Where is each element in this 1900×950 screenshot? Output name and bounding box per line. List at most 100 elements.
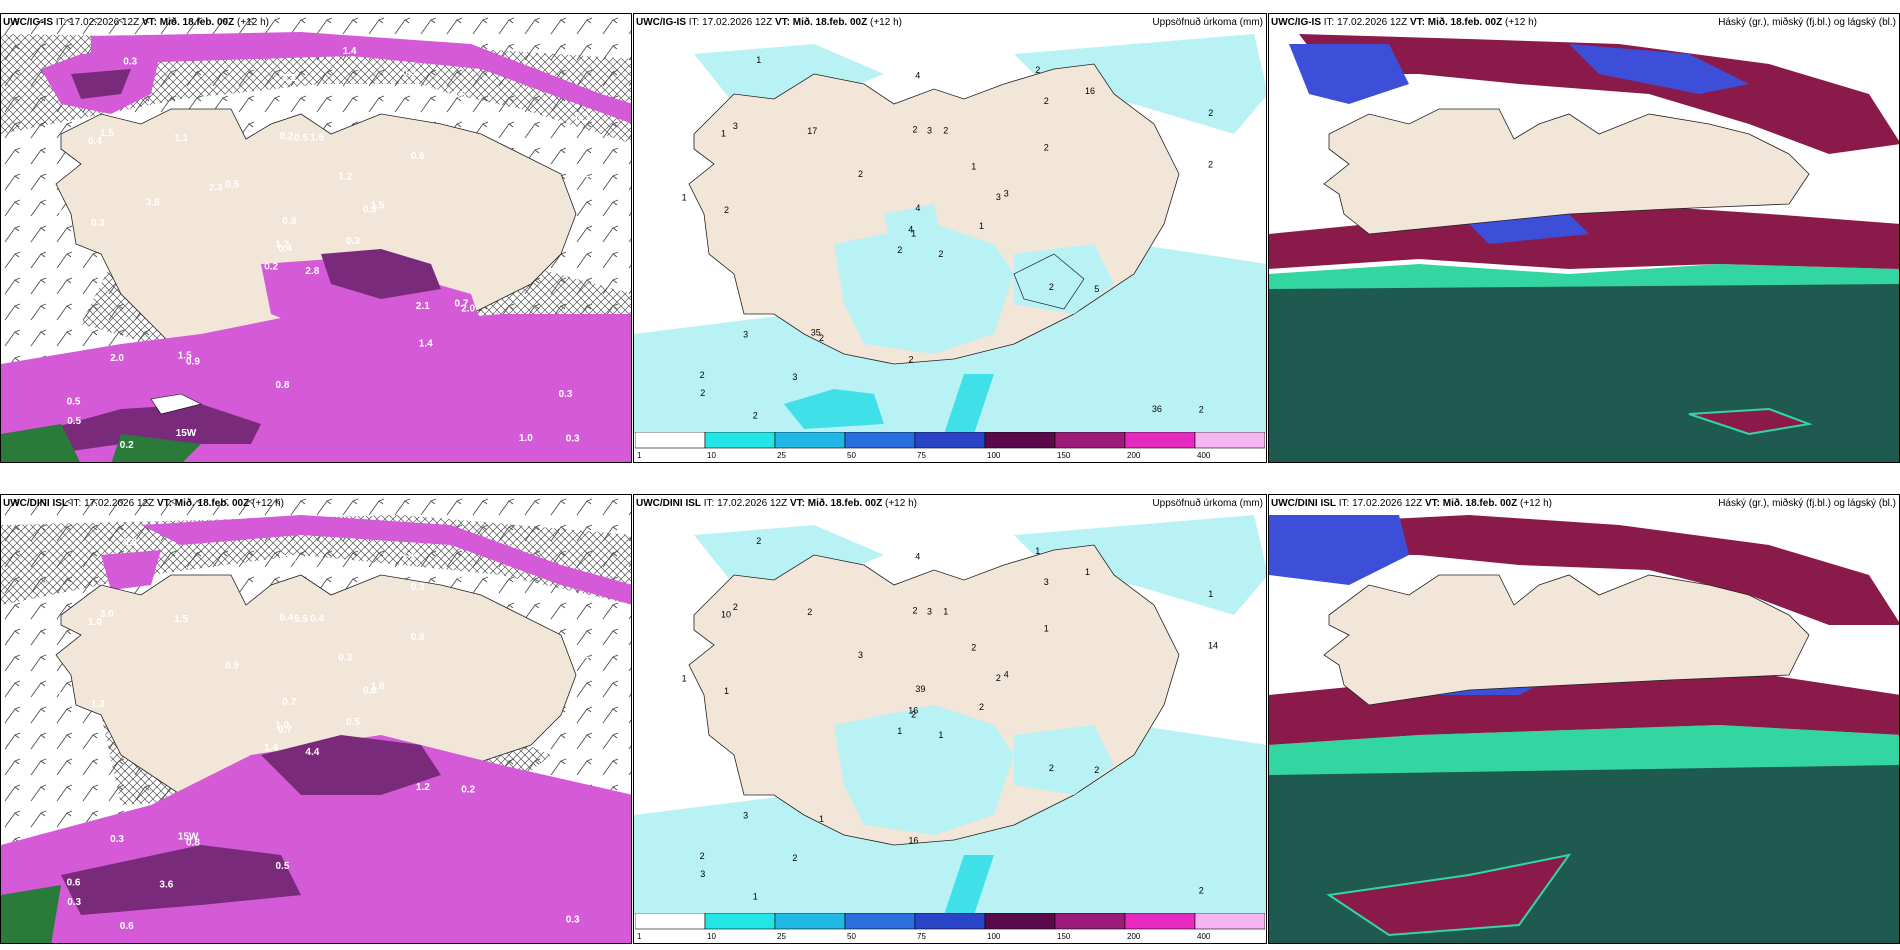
map-value-label: 2 [1044,96,1049,106]
map-value-label: 15W [176,428,197,439]
map-value-label: 16 [1085,86,1095,96]
map-value-label: 3 [1004,189,1009,199]
map-value-label: 0.8 [186,837,200,848]
legend-swatch [774,432,846,449]
map-panel-clouds-igis: UWC/IG-IS IT: 17.02.2026 12Z VT: Mið. 18… [1268,13,1900,463]
map-value-label: 0.4 [278,244,292,255]
panel-title: UWC/IG-IS IT: 17.02.2026 12Z VT: Mið. 18… [636,17,902,28]
precip-legend: 1 10 25 50 75 100 150 200 400 [635,432,1265,460]
map-value-label: 1.6 [310,132,324,143]
map-value-label: 0.7 [278,725,292,736]
map-value-label: 1.5 [178,350,192,361]
map-value-label: 1.4 [575,595,589,606]
map-canvas [1269,515,1899,943]
panel-title: UWC/DINI ISL IT: 17.02.2026 12Z VT: Mið.… [1271,498,1552,509]
map-canvas: 1102221113222111112233323422412141616392… [634,515,1266,915]
map-value-label: 1.3 [91,699,105,710]
map-value-label: 0.6 [411,151,425,162]
map-value-label: 0.3 [123,538,137,549]
legend-swatch [844,913,916,930]
map-value-label: 3 [733,121,738,131]
legend-swatch [1194,432,1265,449]
legend-tick-label: 75 [917,932,926,941]
map-value-label: 3.2 [282,73,296,84]
panel-title: UWC/IG-IS IT: 17.02.2026 12Z VT: Mið. 18… [1271,17,1537,28]
map-value-label: 0.4 [310,613,324,624]
map-value-label: 1.4 [264,743,278,754]
panel-subtitle: Uppsöfnuð úrkoma (mm) [1152,498,1263,509]
map-value-label: 0.3 [110,834,124,845]
map-value-label: 16 [908,705,918,715]
map-canvas: 2.80.40.40.50.50.90.51.61.00.30.30.30.30… [1,14,631,462]
map-value-label: 1.4 [343,46,357,57]
legend-tick-label: 200 [1127,932,1141,941]
map-value-label: 2 [971,643,976,653]
map-value-label: 0.8 [363,685,377,696]
map-value-label: 4.3 [49,205,63,216]
map-value-label: 1.2 [416,782,430,793]
panel-subtitle: Uppsöfnuð úrkoma (mm) [1152,17,1263,28]
map-value-label: 0.5 [346,717,360,728]
map-value-label: 2 [792,853,797,863]
map-value-label: 0.3 [566,915,580,926]
map-canvas [1269,34,1899,462]
panel-title: UWC/DINI ISL IT: 17.02.2026 12Z VT: Mið.… [3,498,284,509]
map-value-label: 1 [1035,546,1040,556]
legend-swatch [1194,913,1265,930]
map-value-label: 2 [700,851,705,861]
map-value-label: 1 [819,814,824,824]
legend-tick-label: 150 [1057,451,1071,460]
map-panel-accum-precip-dini: UWC/DINI ISL IT: 17.02.2026 12Z VT: Mið.… [633,494,1267,944]
map-value-label: 0.5 [363,204,377,215]
map-value-label: 0.3 [566,434,580,445]
map-panel-precip-wind-dini: UWC/DINI ISL IT: 17.02.2026 12Z VT: Mið.… [0,494,632,944]
map-value-label: 1 [721,129,726,139]
map-value-label: 17 [807,126,817,136]
legend-tick-label: 25 [777,932,786,941]
map-value-label: 2.1 [416,301,430,312]
legend-swatch [774,913,846,930]
map-value-label: 1 [897,726,902,736]
map-value-label: 1.2 [575,650,589,661]
legend-swatch [984,432,1056,449]
map-value-label: 2 [943,125,948,135]
map-value-label: 0.9 [159,399,173,410]
map-value-label: 2 [996,673,1001,683]
legend-swatch [984,913,1056,930]
map-value-label: 1 [753,892,758,902]
legend-swatch [1124,432,1196,449]
map-value-label: 1 [682,674,687,684]
map-value-label: 2 [1208,160,1213,170]
legend-swatch [914,432,986,449]
legend-tick-label: 400 [1197,451,1211,460]
map-value-label: 2 [733,602,738,612]
map-value-label: 0.2 [264,262,278,273]
map-value-label: 3 [743,811,748,821]
map-panel-clouds-dini: UWC/DINI ISL IT: 17.02.2026 12Z VT: Mið.… [1268,494,1900,944]
map-panel-accum-precip-igis: UWC/IG-IS IT: 17.02.2026 12Z VT: Mið. 18… [633,13,1267,463]
map-value-label: 0.9 [186,356,200,367]
legend-swatch [1054,913,1126,930]
map-value-label: 4 [908,224,913,234]
iceland-land [55,574,577,806]
map-value-label: 0.2 [120,440,134,451]
map-value-label: 39 [915,684,925,694]
map-value-label: 1.5 [100,128,114,139]
map-value-label: 3 [927,607,932,617]
map-value-label: 2 [909,355,914,365]
legend-bar: 1 10 25 50 75 100 150 200 400 [635,913,1265,941]
legend-tick-label: 50 [847,932,856,941]
map-value-label: 3.6 [159,880,173,891]
map-value-label: 2 [1035,65,1040,75]
legend-tick-label: 50 [847,451,856,460]
map-value-label: 1.4 [419,338,433,349]
map-value-label: 0.7 [455,299,469,310]
legend-tick-label: 1 [637,451,642,460]
map-value-label: 2 [1044,143,1049,153]
map-value-label: 2 [753,411,758,421]
map-value-label: 0.5 [225,180,239,191]
map-value-label: 0.5 [67,416,81,427]
map-value-label: 2 [1199,405,1204,415]
map-panel-precip-wind-igis: UWC/IG-IS IT: 17.02.2026 12Z VT: Mið. 18… [0,13,632,463]
legend-bar: 1 10 25 50 75 100 150 200 400 [635,432,1265,460]
